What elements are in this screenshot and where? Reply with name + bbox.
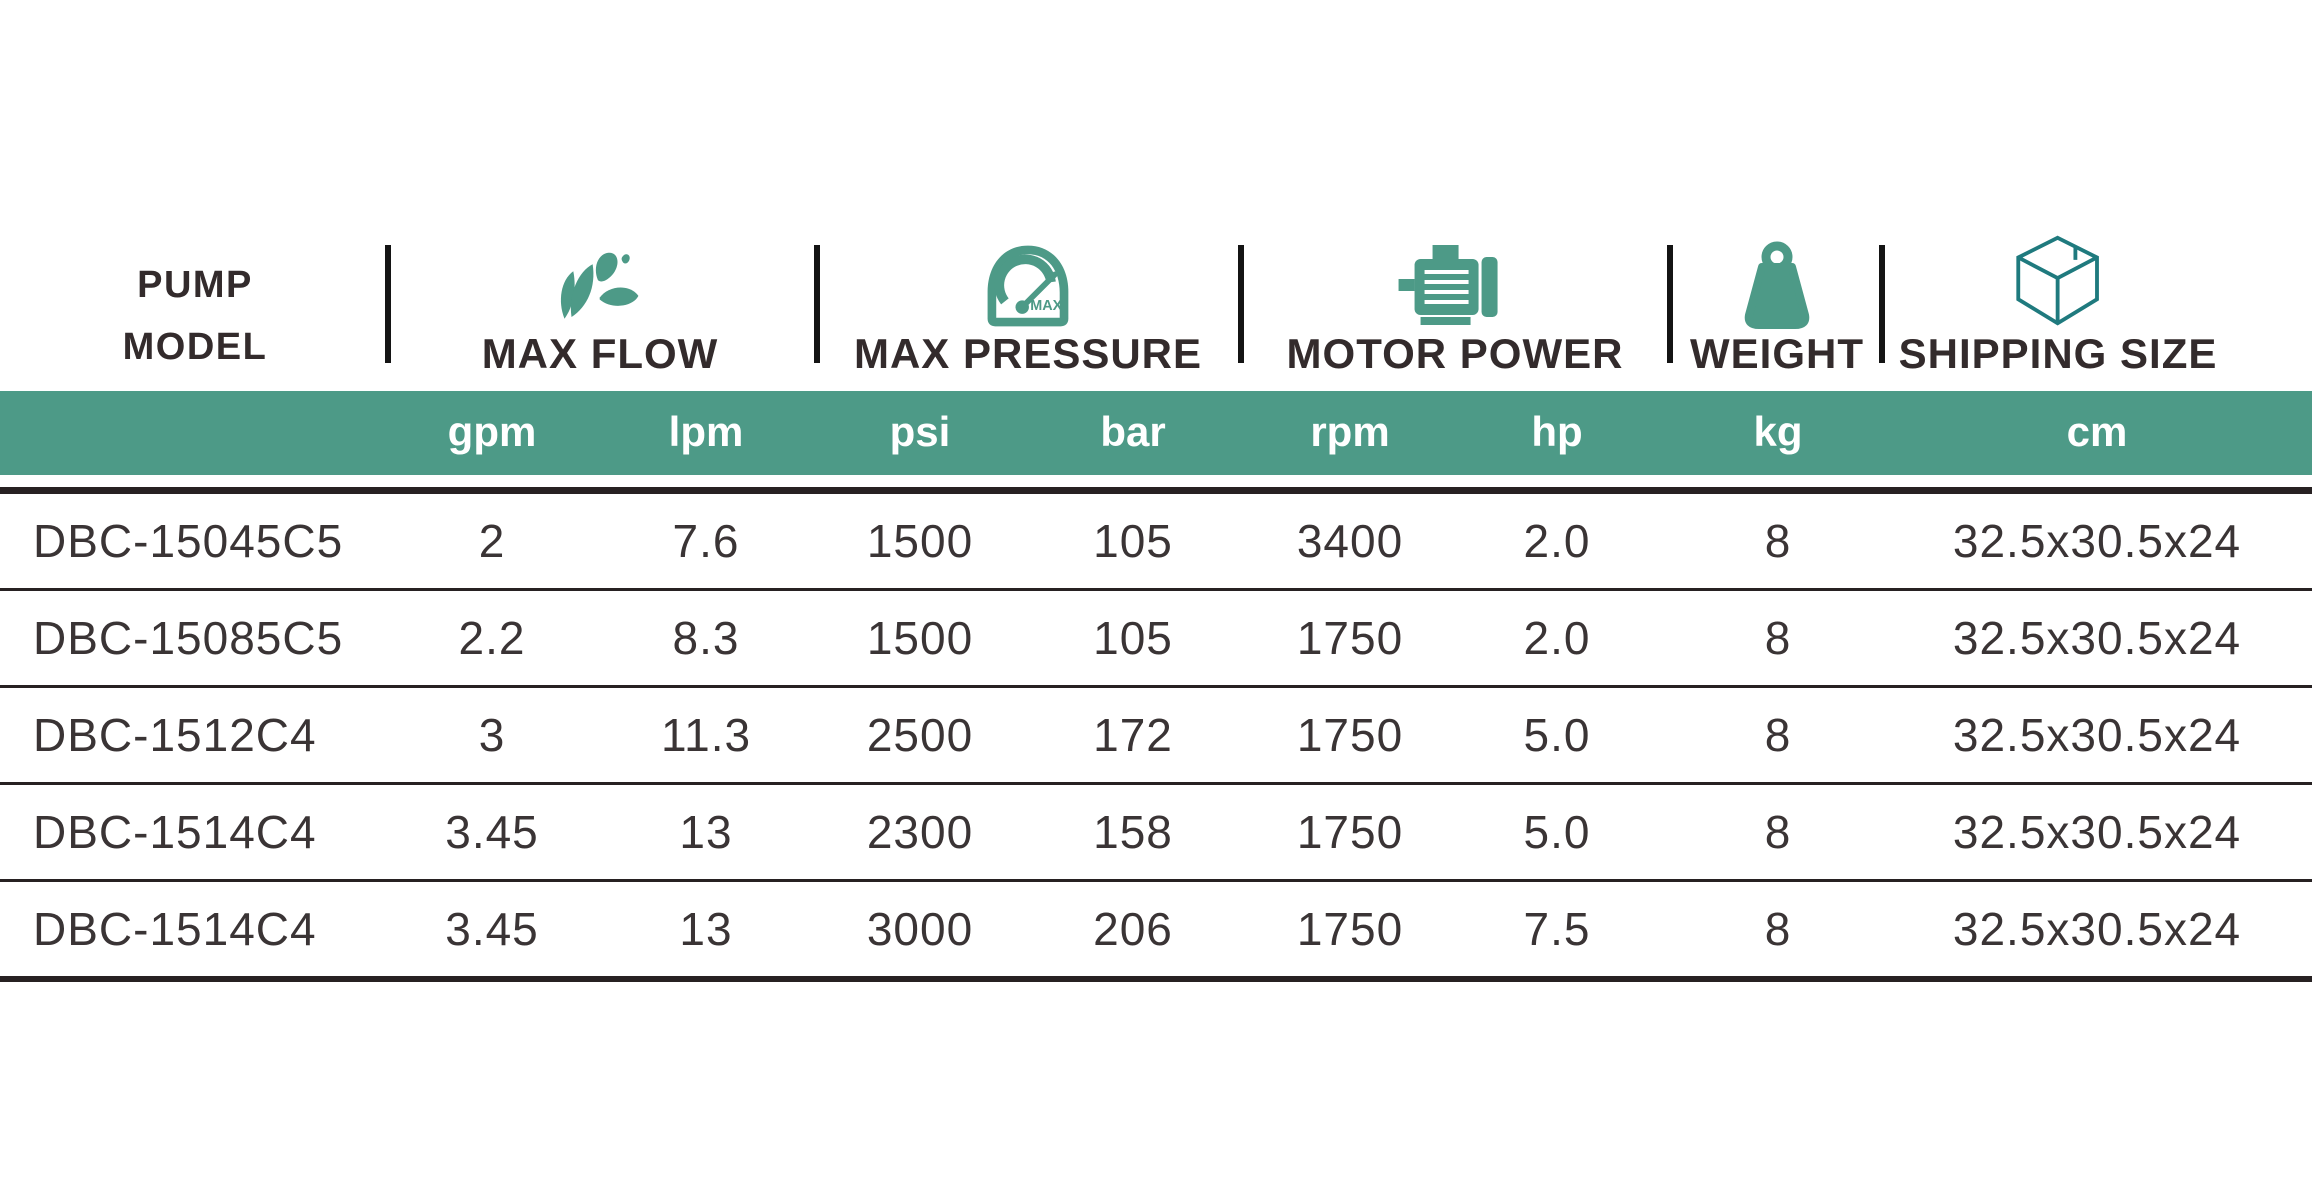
unit-psi: psi bbox=[889, 408, 951, 455]
cell-lpm: 13 bbox=[679, 903, 733, 955]
table-row: DBC-1514C4 3.45 13 3000 206 1750 7.5 8 3… bbox=[0, 882, 2312, 976]
header-divider bbox=[1667, 245, 1673, 363]
cell-kg: 8 bbox=[1764, 612, 1792, 664]
cell-model: DBC-15045C5 bbox=[33, 515, 344, 567]
cell-cm: 32.5x30.5x24 bbox=[1952, 515, 2242, 567]
unit-rpm: rpm bbox=[1310, 408, 1390, 455]
weight-label: WEIGHT bbox=[1690, 330, 1864, 377]
cell-psi: 2300 bbox=[866, 806, 974, 858]
unit-kg: kg bbox=[1753, 408, 1803, 455]
pump-model-header-line2: MODEL bbox=[122, 326, 268, 368]
cell-gpm: 3.45 bbox=[445, 806, 539, 858]
motor-power-header: MOTOR POWER bbox=[1287, 230, 1624, 376]
pump-model-header-line1: PUMP bbox=[137, 264, 253, 306]
motor-power-label: MOTOR POWER bbox=[1286, 330, 1624, 377]
cell-psi: 1500 bbox=[866, 612, 974, 664]
cell-model: DBC-15085C5 bbox=[33, 612, 344, 664]
water-splash-icon bbox=[482, 230, 719, 330]
cell-gpm: 2.2 bbox=[458, 612, 526, 664]
units-band: gpm lpm psi bar rpm hp kg cm bbox=[0, 391, 2312, 475]
cell-hp: 2.0 bbox=[1523, 612, 1591, 664]
cell-hp: 5.0 bbox=[1523, 709, 1591, 761]
cell-rpm: 1750 bbox=[1296, 709, 1404, 761]
cell-rpm: 1750 bbox=[1296, 612, 1404, 664]
shipping-box-icon bbox=[1899, 230, 2218, 330]
table-row: DBC-1512C4 3 11.3 2500 172 1750 5.0 8 32… bbox=[0, 688, 2312, 785]
weight-icon bbox=[1690, 230, 1864, 330]
cell-lpm: 13 bbox=[679, 806, 733, 858]
unit-bar: bar bbox=[1100, 408, 1166, 455]
cell-gpm: 2 bbox=[478, 515, 506, 567]
cell-lpm: 11.3 bbox=[660, 709, 752, 761]
table-top-rule bbox=[0, 487, 2312, 494]
cell-cm: 32.5x30.5x24 bbox=[1952, 806, 2242, 858]
cell-hp: 7.5 bbox=[1523, 903, 1591, 955]
max-flow-label: MAX FLOW bbox=[481, 330, 719, 377]
cell-kg: 8 bbox=[1764, 903, 1792, 955]
cell-cm: 32.5x30.5x24 bbox=[1952, 709, 2242, 761]
header-divider bbox=[1879, 245, 1885, 363]
header-divider bbox=[385, 245, 391, 363]
unit-lpm: lpm bbox=[668, 408, 744, 455]
pressure-gauge-icon: MAX bbox=[854, 230, 1202, 330]
shipping-size-header: SHIPPING SIZE bbox=[1899, 230, 2218, 376]
cell-cm: 32.5x30.5x24 bbox=[1952, 903, 2242, 955]
table-row: DBC-15045C5 2 7.6 1500 105 3400 2.0 8 32… bbox=[0, 494, 2312, 591]
cell-model: DBC-1512C4 bbox=[33, 709, 317, 761]
table-row: DBC-1514C4 3.45 13 2300 158 1750 5.0 8 3… bbox=[0, 785, 2312, 882]
cell-rpm: 3400 bbox=[1296, 515, 1404, 567]
unit-gpm: gpm bbox=[447, 408, 537, 455]
cell-model: DBC-1514C4 bbox=[33, 806, 317, 858]
unit-cm: cm bbox=[2066, 408, 2128, 455]
cell-bar: 172 bbox=[1093, 709, 1173, 761]
cell-lpm: 8.3 bbox=[672, 612, 740, 664]
cell-bar: 105 bbox=[1093, 612, 1173, 664]
cell-gpm: 3 bbox=[478, 709, 506, 761]
cell-kg: 8 bbox=[1764, 515, 1792, 567]
electric-motor-icon bbox=[1287, 230, 1624, 330]
unit-hp: hp bbox=[1531, 408, 1583, 455]
cell-psi: 2500 bbox=[866, 709, 974, 761]
cell-gpm: 3.45 bbox=[445, 903, 539, 955]
header-divider bbox=[814, 245, 820, 363]
max-flow-header: MAX FLOW bbox=[482, 230, 719, 376]
table-row: DBC-15085C5 2.2 8.3 1500 105 1750 2.0 8 … bbox=[0, 591, 2312, 688]
max-pressure-header: MAX MAX PRESSURE bbox=[854, 230, 1202, 376]
cell-rpm: 1750 bbox=[1296, 903, 1404, 955]
table-bottom-rule bbox=[0, 976, 2312, 982]
pump-model-header: PUMP MODEL bbox=[123, 254, 268, 378]
cell-bar: 206 bbox=[1093, 903, 1173, 955]
header-divider bbox=[1238, 245, 1244, 363]
cell-hp: 5.0 bbox=[1523, 806, 1591, 858]
cell-lpm: 7.6 bbox=[672, 515, 740, 567]
cell-kg: 8 bbox=[1764, 806, 1792, 858]
shipping-size-label: SHIPPING SIZE bbox=[1898, 330, 2218, 377]
cell-bar: 105 bbox=[1093, 515, 1173, 567]
cell-rpm: 1750 bbox=[1296, 806, 1404, 858]
weight-header: WEIGHT bbox=[1690, 230, 1864, 376]
cell-kg: 8 bbox=[1764, 709, 1792, 761]
gauge-max-text: MAX bbox=[1030, 298, 1062, 314]
max-pressure-label: MAX PRESSURE bbox=[853, 330, 1203, 377]
cell-psi: 3000 bbox=[866, 903, 974, 955]
cell-hp: 2.0 bbox=[1523, 515, 1591, 567]
cell-model: DBC-1514C4 bbox=[33, 903, 317, 955]
cell-bar: 158 bbox=[1093, 806, 1173, 858]
cell-psi: 1500 bbox=[866, 515, 974, 567]
cell-cm: 32.5x30.5x24 bbox=[1952, 612, 2242, 664]
